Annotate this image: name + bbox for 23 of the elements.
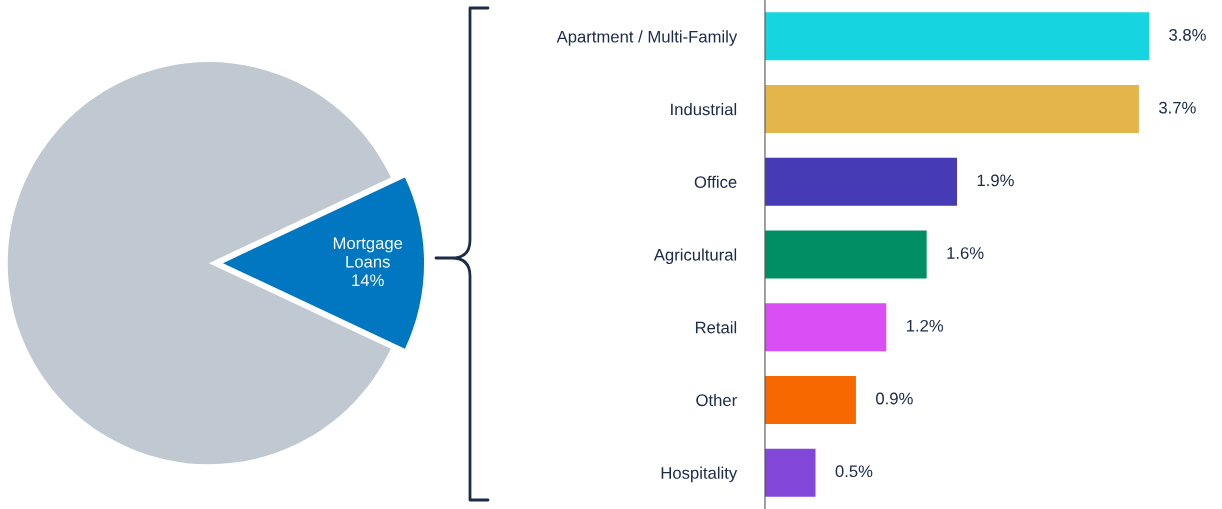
y-tick-label: Retail	[695, 321, 737, 334]
data-label: 0.9%	[876, 392, 913, 405]
bar	[764, 303, 887, 352]
data-label: 0.5%	[835, 465, 873, 478]
bar	[764, 448, 816, 497]
y-tick-label: Agricultural	[653, 248, 737, 264]
data-label: 1.9%	[977, 174, 1014, 187]
data-label: 3.8%	[1169, 29, 1206, 41]
y-tick-label: Office	[694, 175, 737, 188]
y-tick-label: Industrial	[671, 103, 737, 116]
slice-label: Mortgage Loans	[333, 237, 403, 268]
y-tick-label: Apartment / Multi-Family	[556, 30, 738, 46]
data-label: 3.7%	[1159, 101, 1196, 114]
data-label: 1.2%	[906, 319, 944, 332]
y-tick-label: Other	[696, 393, 737, 407]
bar	[764, 157, 957, 206]
data-label: 14%	[352, 274, 384, 287]
bar	[764, 85, 1139, 134]
data-label: 1.6%	[947, 247, 984, 259]
y-tick-label: Hospitality	[661, 466, 738, 483]
bar	[764, 230, 927, 279]
bar	[764, 375, 856, 424]
bar	[764, 12, 1150, 61]
